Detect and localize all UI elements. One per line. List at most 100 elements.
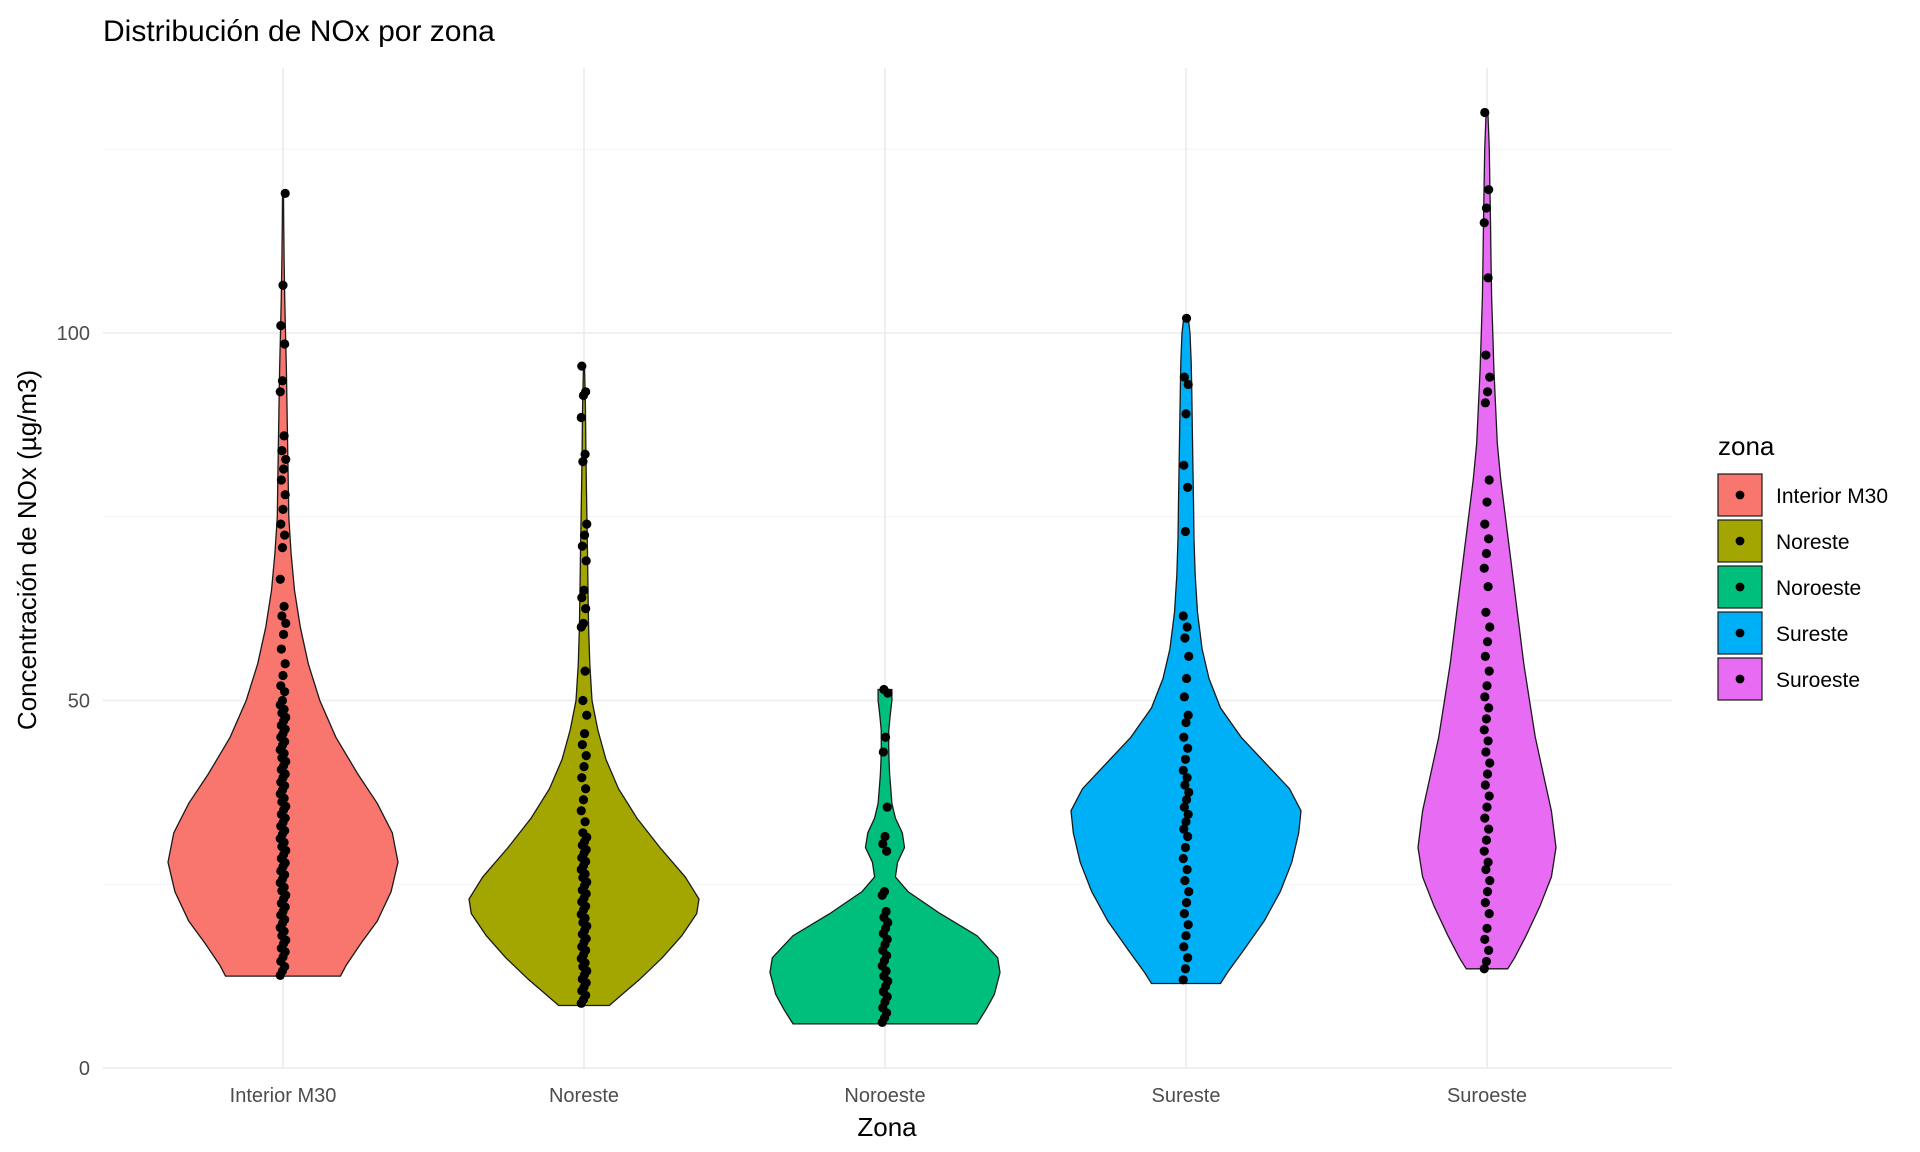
data-point bbox=[581, 604, 591, 614]
legend-label: Noreste bbox=[1776, 531, 1850, 554]
data-point bbox=[1181, 409, 1191, 419]
data-point bbox=[276, 681, 286, 691]
x-tick-label: Sureste bbox=[1152, 1085, 1221, 1107]
data-point bbox=[1481, 350, 1491, 360]
data-point bbox=[577, 361, 587, 371]
data-point bbox=[276, 644, 286, 654]
x-tick-label: Noreste bbox=[549, 1085, 619, 1107]
data-point bbox=[581, 784, 591, 794]
data-point bbox=[1480, 898, 1490, 908]
y-tick-label: 100 bbox=[57, 323, 90, 345]
data-point bbox=[577, 541, 587, 551]
data-point bbox=[1484, 791, 1494, 801]
legend-key-point bbox=[1735, 582, 1745, 592]
data-point bbox=[580, 817, 590, 827]
data-point bbox=[1480, 780, 1490, 790]
legend-label: Interior M30 bbox=[1776, 485, 1888, 508]
data-point bbox=[1180, 842, 1191, 853]
data-point bbox=[1482, 497, 1492, 507]
data-point bbox=[579, 585, 589, 595]
data-point bbox=[1479, 563, 1489, 573]
data-point bbox=[878, 747, 888, 757]
x-axis-ticks: Interior M30 Noreste Noroeste Sureste Suroes… bbox=[230, 1085, 1527, 1107]
data-point bbox=[581, 556, 591, 566]
data-point bbox=[1181, 898, 1192, 908]
legend: zona Interior M30 Noreste Noroeste Sureste S… bbox=[1717, 431, 1888, 701]
data-point bbox=[1484, 824, 1494, 834]
data-point bbox=[578, 828, 588, 838]
legend-key-point bbox=[1735, 536, 1745, 546]
data-point bbox=[1479, 725, 1489, 735]
data-point bbox=[1179, 692, 1189, 702]
data-point bbox=[1180, 633, 1190, 643]
data-point bbox=[1483, 273, 1493, 283]
data-point bbox=[1483, 581, 1493, 592]
data-point bbox=[278, 464, 289, 474]
data-point bbox=[278, 504, 288, 514]
data-point bbox=[1481, 714, 1492, 724]
data-point bbox=[280, 339, 290, 349]
data-point bbox=[1178, 765, 1188, 775]
data-point bbox=[1479, 846, 1489, 856]
data-point bbox=[880, 831, 890, 842]
data-point bbox=[582, 519, 592, 529]
data-point bbox=[1484, 534, 1494, 544]
data-point bbox=[578, 618, 589, 628]
data-point bbox=[1485, 875, 1495, 886]
data-point bbox=[880, 732, 891, 742]
data-point bbox=[1182, 773, 1192, 783]
data-point bbox=[1184, 651, 1194, 662]
data-point bbox=[579, 530, 590, 540]
data-point bbox=[277, 376, 288, 386]
data-point bbox=[1182, 864, 1192, 875]
data-point bbox=[275, 574, 285, 584]
data-point bbox=[1480, 934, 1490, 944]
data-point bbox=[1180, 754, 1191, 764]
data-point bbox=[1183, 743, 1193, 753]
data-point bbox=[1482, 769, 1493, 779]
data-point bbox=[581, 751, 591, 761]
data-point bbox=[1484, 703, 1494, 713]
data-point bbox=[579, 728, 590, 739]
data-point bbox=[878, 839, 888, 849]
data-point bbox=[1179, 372, 1189, 382]
data-point bbox=[278, 280, 288, 290]
data-point bbox=[279, 431, 289, 441]
data-point bbox=[1180, 780, 1190, 790]
data-point bbox=[1183, 710, 1193, 720]
data-point bbox=[1178, 611, 1188, 621]
legend-key-point bbox=[1735, 674, 1745, 684]
data-point bbox=[1183, 953, 1193, 963]
data-point bbox=[1183, 379, 1193, 390]
data-point bbox=[1483, 857, 1493, 867]
data-point bbox=[882, 802, 892, 812]
x-axis-title: Zona bbox=[857, 1112, 917, 1142]
data-point bbox=[1482, 802, 1492, 812]
data-point bbox=[1480, 107, 1490, 118]
data-point bbox=[1480, 813, 1490, 823]
data-point bbox=[1183, 831, 1193, 842]
data-point bbox=[1181, 931, 1191, 941]
data-point bbox=[277, 695, 288, 706]
data-points bbox=[275, 107, 1495, 1028]
data-point bbox=[1178, 975, 1188, 985]
data-point bbox=[1181, 717, 1191, 728]
data-point bbox=[1178, 853, 1188, 864]
data-point bbox=[577, 773, 587, 783]
data-point bbox=[576, 412, 586, 423]
x-tick-label: Suroeste bbox=[1447, 1085, 1527, 1107]
data-point bbox=[1485, 372, 1495, 382]
data-point bbox=[1484, 909, 1494, 919]
data-point bbox=[1181, 795, 1192, 805]
data-point bbox=[1179, 460, 1189, 470]
data-point bbox=[1481, 548, 1492, 559]
data-point bbox=[578, 795, 589, 805]
data-point bbox=[281, 618, 291, 628]
data-point bbox=[581, 387, 591, 397]
data-point bbox=[277, 543, 288, 553]
data-point bbox=[1485, 622, 1495, 632]
data-point bbox=[1482, 637, 1493, 647]
data-point bbox=[281, 454, 291, 465]
data-point bbox=[276, 475, 286, 485]
data-point bbox=[1183, 482, 1193, 492]
